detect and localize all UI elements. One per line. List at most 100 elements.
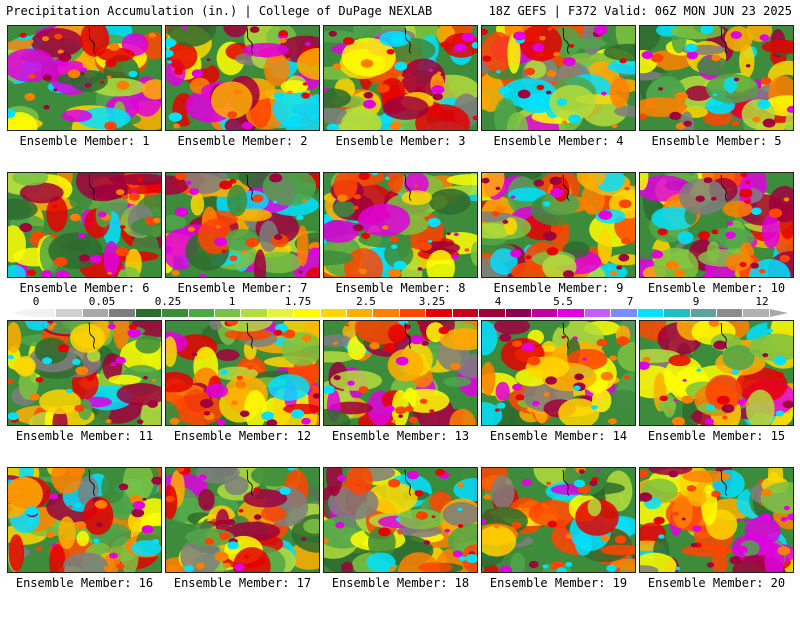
precip-map	[481, 467, 636, 573]
ensemble-member-panel: Ensemble Member: 12	[165, 320, 320, 470]
precip-map	[481, 172, 636, 278]
colorbar-swatch	[373, 309, 400, 317]
precip-map	[639, 172, 794, 278]
ensemble-member-label: Ensemble Member: 9	[493, 281, 624, 295]
colorbar-tick-label: 1	[228, 295, 236, 308]
precip-map	[165, 25, 320, 131]
colorbar-swatch	[532, 309, 559, 317]
colorbar-swatch	[399, 309, 427, 317]
colorbar-swatch	[294, 309, 321, 317]
ensemble-member-panel: Ensemble Member: 9	[481, 172, 636, 322]
colorbar-tick-label: 3.25	[418, 295, 446, 308]
colorbar-swatch	[135, 309, 163, 317]
ensemble-member-label: Ensemble Member: 1	[19, 134, 150, 148]
colorbar-swatch	[82, 309, 110, 317]
ensemble-member-label: Ensemble Member: 7	[177, 281, 308, 295]
header-valid-time: 18Z GEFS | F372 Valid: 06Z MON JUN 23 20…	[488, 4, 792, 18]
colorbar-tick-label: 9	[692, 295, 700, 308]
colorbar-swatch	[162, 309, 189, 317]
precip-map	[639, 467, 794, 573]
colorbar-swatch	[188, 309, 215, 317]
ensemble-member-panel: Ensemble Member: 13	[323, 320, 478, 470]
colorbar-tick-label: 5.5	[553, 295, 573, 308]
header-title: Precipitation Accumulation (in.) | Colle…	[6, 4, 433, 18]
precip-map	[7, 25, 162, 131]
ensemble-member-panel: Ensemble Member: 11	[7, 320, 162, 470]
colorbar-tick-label: 0	[32, 295, 40, 308]
ensemble-member-panel: Ensemble Member: 10	[639, 172, 794, 322]
precip-map	[7, 172, 162, 278]
ensemble-member-panel: Ensemble Member: 17	[165, 467, 320, 617]
colorbar-strip	[30, 309, 770, 317]
colorbar-swatch	[426, 309, 453, 317]
ensemble-member-label: Ensemble Member: 3	[335, 134, 466, 148]
ensemble-member-panel: Ensemble Member: 3	[323, 25, 478, 175]
colorbar-swatch	[716, 309, 744, 317]
ensemble-member-panel: Ensemble Member: 7	[165, 172, 320, 322]
ensemble-member-label: Ensemble Member: 20	[647, 576, 786, 590]
precip-map	[323, 25, 478, 131]
ensemble-member-label: Ensemble Member: 14	[489, 429, 628, 443]
colorbar-tick-label: 2.5	[356, 295, 376, 308]
colorbar-swatch	[637, 309, 665, 317]
colorbar-tick-label: 4	[494, 295, 502, 308]
colorbar-swatch	[109, 309, 136, 317]
colorbar-swatch	[479, 309, 506, 317]
colorbar-swatch	[56, 309, 83, 317]
ensemble-member-panel: Ensemble Member: 5	[639, 25, 794, 175]
colorbar-swatch	[241, 309, 268, 317]
ensemble-member-panel: Ensemble Member: 18	[323, 467, 478, 617]
ensemble-member-panel: Ensemble Member: 1	[7, 25, 162, 175]
precip-map	[165, 467, 320, 573]
ensemble-member-label: Ensemble Member: 17	[173, 576, 312, 590]
precip-map	[639, 25, 794, 131]
colorbar-swatch	[584, 309, 612, 317]
precip-map	[639, 320, 794, 426]
ensemble-member-panel: Ensemble Member: 14	[481, 320, 636, 470]
ensemble-member-label: Ensemble Member: 5	[651, 134, 782, 148]
colorbar-swatch	[664, 309, 691, 317]
colorbar-tick-label: 1.75	[284, 295, 312, 308]
colorbar-swatch	[611, 309, 638, 317]
precip-map	[323, 467, 478, 573]
precip-map	[481, 25, 636, 131]
colorbar-swatch	[320, 309, 348, 317]
precip-map	[481, 320, 636, 426]
ensemble-member-label: Ensemble Member: 10	[647, 281, 786, 295]
ensemble-member-label: Ensemble Member: 15	[647, 429, 786, 443]
colorbar-swatch	[690, 309, 717, 317]
precip-map	[7, 320, 162, 426]
ensemble-member-panel: Ensemble Member: 19	[481, 467, 636, 617]
ensemble-member-label: Ensemble Member: 6	[19, 281, 150, 295]
ensemble-member-panel: Ensemble Member: 20	[639, 467, 794, 617]
colorbar-tick-label: 7	[626, 295, 634, 308]
ensemble-member-panel: Ensemble Member: 8	[323, 172, 478, 322]
ensemble-member-panel: Ensemble Member: 4	[481, 25, 636, 175]
precip-map	[323, 172, 478, 278]
ensemble-member-panel: Ensemble Member: 2	[165, 25, 320, 175]
ensemble-member-label: Ensemble Member: 18	[331, 576, 470, 590]
colorbar-swatch	[347, 309, 374, 317]
precip-map	[165, 320, 320, 426]
ensemble-member-label: Ensemble Member: 19	[489, 576, 628, 590]
ensemble-member-label: Ensemble Member: 16	[15, 576, 154, 590]
precip-map	[7, 467, 162, 573]
colorbar-swatch	[214, 309, 242, 317]
ensemble-member-panel: Ensemble Member: 15	[639, 320, 794, 470]
ensemble-member-label: Ensemble Member: 2	[177, 134, 308, 148]
ensemble-member-label: Ensemble Member: 12	[173, 429, 312, 443]
precip-map	[165, 172, 320, 278]
ensemble-member-label: Ensemble Member: 4	[493, 134, 624, 148]
colorbar-swatch	[558, 309, 585, 317]
colorbar-swatch	[267, 309, 295, 317]
colorbar-right-arrow	[770, 309, 788, 317]
ensemble-member-label: Ensemble Member: 11	[15, 429, 154, 443]
precip-map	[323, 320, 478, 426]
ensemble-member-panel: Ensemble Member: 16	[7, 467, 162, 617]
precipitation-colorbar: 0 0.05 0.25 1 1.75 2.5 3.25 4 5.5 7 9 12	[0, 296, 800, 318]
colorbar-tick-label: 0.05	[88, 295, 116, 308]
colorbar-swatch	[30, 309, 57, 317]
colorbar-swatch	[743, 309, 770, 317]
colorbar-swatch	[452, 309, 480, 317]
colorbar-tick-label: 0.25	[154, 295, 182, 308]
